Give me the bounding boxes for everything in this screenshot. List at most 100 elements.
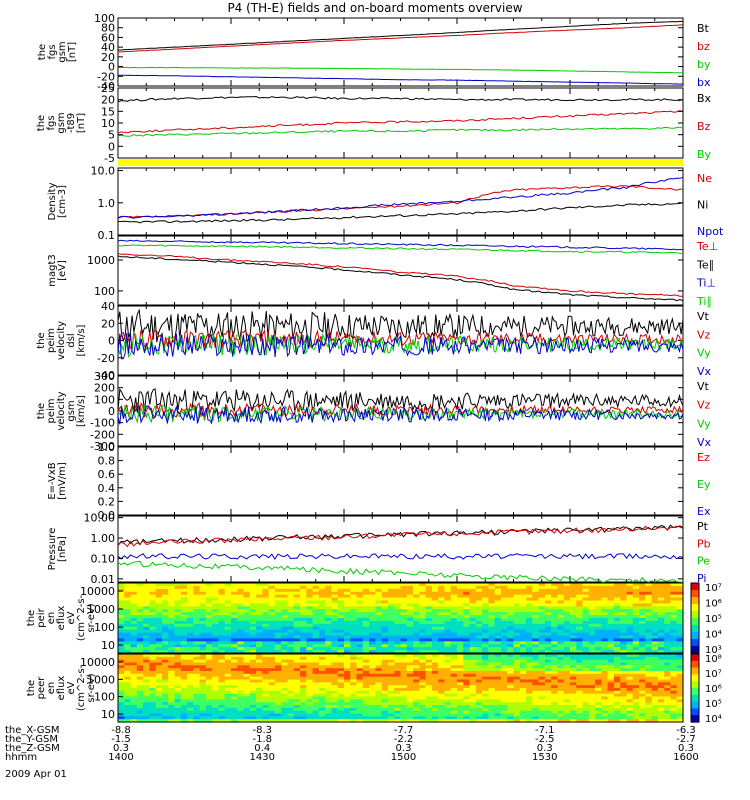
panel-t89-ytick-label: 0 — [108, 140, 115, 153]
panel-fgs-legend-1: bz — [697, 40, 710, 53]
panel-vgsm-ylabel: gsm — [66, 400, 77, 421]
panel-ele_spec-colorbar-label: 10⁴ — [705, 714, 722, 725]
panel-temp-series-Ti⊥ — [117, 239, 683, 251]
panel-density-ytick-label: 1.0 — [98, 197, 116, 210]
panel-ion_spec-colorbar-label: 10⁶ — [705, 599, 722, 610]
panel-vdsl-ytick-label: -40 — [97, 369, 115, 382]
panel-efield-ytick-label: 0.4 — [98, 482, 116, 495]
panel-vgsm-ytick-label: -100 — [90, 417, 115, 430]
panel-fgs-legend-3: bx — [697, 76, 711, 89]
panel-ion_spec-ylabel: peir — [36, 607, 47, 627]
panel-vgsm-ytick-label: -300 — [90, 440, 115, 453]
panel-ion_spec-colorbar-frame — [690, 582, 700, 654]
panel-pressure-series-Pe — [117, 560, 683, 583]
panel-ele_spec-colorbar-label: 10⁷ — [705, 669, 722, 680]
panel-temp-series-Ti∥ — [117, 244, 684, 254]
panel-temp-legend-3: Ti∥ — [696, 295, 712, 308]
panel-temp-ytick-label: 1000 — [87, 254, 115, 267]
panel-vdsl-ylabel: velocity — [56, 321, 67, 360]
panel-density-ytick-label: 0.1 — [98, 229, 116, 242]
panel-fgs-ytick-label: 20 — [101, 51, 115, 64]
panel-vgsm-ytick-label: 200 — [94, 382, 115, 395]
panel-efield-legend-0: Ez — [697, 451, 710, 464]
ephemeris-value: -8.8 — [111, 725, 131, 736]
ephemeris-value: 0.4 — [254, 743, 270, 754]
ephemeris-value: -2.5 — [535, 734, 555, 745]
panel-efield-ylabel: [mV/m] — [57, 462, 68, 500]
panel-vdsl-series-black — [117, 308, 684, 343]
panel-density-series-Ne — [118, 185, 683, 218]
panel-ion_spec-ytick-label: 100 — [94, 621, 115, 634]
panel-temp-legend-1: Te∥ — [696, 258, 714, 271]
panel-ele_spec-colorbar-label: 10⁸ — [705, 654, 722, 665]
ephemeris-value: 1530 — [532, 752, 557, 763]
panel-vdsl-ylabel: peim — [46, 328, 57, 353]
panel-pressure-ytick-label: 1.00 — [91, 532, 116, 545]
ephemeris-value: 1500 — [391, 752, 416, 763]
panel-ele_spec-ytick-label: 10 — [101, 708, 115, 721]
panel-temp-series-Te⊥ — [117, 252, 684, 297]
panel-pressure-ylabel: [nPa] — [57, 536, 68, 562]
panel-ele_spec-ytick-label: 100 — [94, 691, 115, 704]
panel-vdsl-legend-1: Vz — [697, 328, 711, 341]
panel-pressure-ytick-label: 10.00 — [84, 512, 116, 525]
panel-vgsm-ytick-label: 100 — [94, 393, 115, 406]
panel-t89-ylabel: fgs — [46, 115, 57, 130]
panel-vgsm-legend-2: Vy — [697, 417, 711, 430]
panel-vdsl-ytick-label: -20 — [97, 352, 115, 365]
panel-temp-legend-0: Te⊥ — [696, 240, 718, 253]
panel-vdsl-legend-0: Vt — [697, 310, 710, 323]
panel-fgs-ylabel: gsm — [57, 41, 68, 62]
panel-vdsl-ylabel: [km/s] — [76, 324, 87, 356]
panel-t89-ytick-label: 25 — [101, 82, 115, 95]
panel-ele_spec-ylabel: eflux — [56, 676, 67, 701]
panel-ion_spec-ylabel: sr-eV) — [86, 603, 97, 632]
panel-ion_spec-ylabel: en — [46, 612, 57, 625]
ephemeris-value: 0.3 — [396, 743, 412, 754]
panel-ele_spec-colorbar-label: 10⁶ — [705, 684, 722, 695]
panel-t89-legend-2: By — [697, 148, 712, 161]
panel-fgs-ytick-label: -20 — [97, 70, 115, 83]
panel-t89-ylabel: [nT] — [76, 113, 87, 133]
panel-ele_spec-colorbar-frame — [690, 653, 700, 723]
ephemeris-value: -2.2 — [394, 734, 414, 745]
panel-ele_spec-ylabel: eV — [66, 681, 77, 694]
panel-ele_spec-ylabel: peer — [36, 676, 47, 700]
panel-fgs-series-Bt — [117, 20, 684, 51]
ephemeris-value: 0.3 — [113, 743, 129, 754]
panel-density-legend-0: Ne — [697, 172, 712, 185]
panel-t89-ytick-label: -5 — [104, 152, 115, 165]
panel-pressure-legend-0: Pt — [697, 520, 709, 533]
panel-pressure-ytick-label: 0.10 — [91, 552, 116, 565]
ephemeris-value: -1.8 — [252, 734, 272, 745]
ephemeris-value: -6.3 — [676, 725, 696, 736]
panel-vgsm-ytick-label: 300 — [94, 370, 115, 383]
panel-fgs-ytick-label: 0 — [108, 61, 115, 74]
panel-ion_spec-heatmap — [118, 583, 684, 654]
panel-vdsl-ytick-label: 20 — [101, 317, 115, 330]
panel-fgs-series-bz — [117, 24, 684, 53]
panel-fgs-legend-0: Bt — [697, 22, 710, 35]
panel-fgs-series-by — [118, 66, 684, 74]
panel-t89-ytick-label: 20 — [101, 94, 115, 107]
panel-vgsm-legend-1: Vz — [697, 399, 711, 412]
panel-efield-ytick-label: 1.0 — [98, 441, 116, 454]
panel-ele_spec-heatmap — [118, 654, 684, 723]
panel-t89-series-By — [117, 126, 684, 137]
ephemeris-value: -2.7 — [676, 734, 696, 745]
panel-ion_spec-ylabel: eflux — [56, 606, 67, 631]
panel-pressure-legend-2: Pe — [697, 555, 710, 568]
ephemeris-value: -7.1 — [535, 725, 555, 736]
panel-vdsl-ytick-label: 40 — [101, 300, 115, 313]
panel-ion_spec-ylabel: (cm^2-s- — [76, 594, 87, 641]
panel-pressure-series-Pb — [117, 525, 684, 548]
panel-vgsm-ytick-label: 0 — [108, 405, 115, 418]
panel-density-legend-2: Npot — [697, 225, 724, 238]
panel-ion_spec-ylabel: the — [26, 610, 37, 626]
panel-fgs-ylabel: fgs — [47, 44, 58, 59]
panel-pressure-legend-1: Pb — [697, 537, 711, 550]
panel-ele_spec-ytick-label: 1000 — [87, 673, 115, 686]
panel-efield-ytick-label: 0.6 — [98, 468, 116, 481]
panel-ion_spec-colorbar-label: 10⁷ — [705, 583, 722, 594]
panel-ion_spec-ytick-label: 10 — [101, 639, 115, 652]
